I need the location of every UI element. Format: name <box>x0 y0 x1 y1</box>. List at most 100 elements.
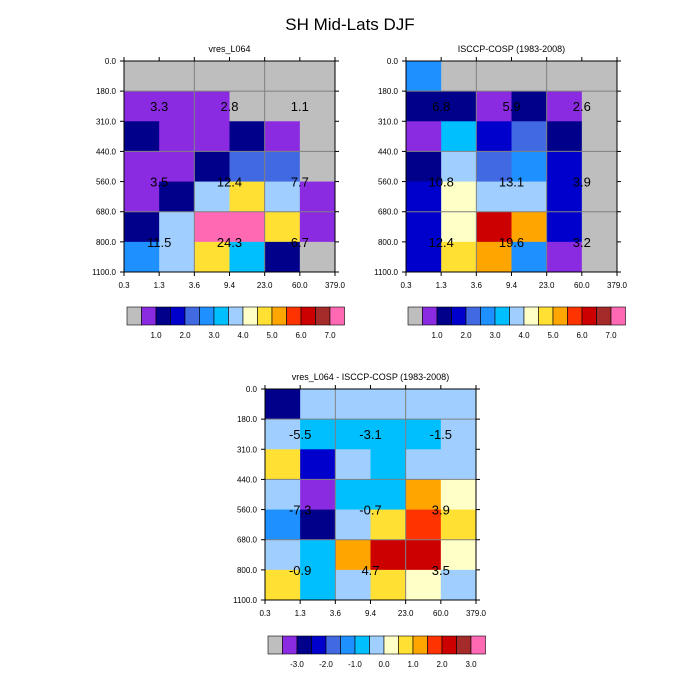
heatmap-cell <box>264 241 301 273</box>
y-tick-label: 440.0 <box>237 475 258 484</box>
colorbar-swatch <box>610 306 626 326</box>
heatmap-cell <box>406 211 442 243</box>
x-tick-label: 1.3 <box>154 281 166 290</box>
heatmap-cell <box>511 61 548 92</box>
block-value-label: 2.6 <box>573 99 591 114</box>
colorbar-swatch <box>567 306 583 326</box>
heatmap-cell <box>229 91 266 122</box>
heatmap-cell <box>194 151 230 183</box>
heatmap-cell <box>511 91 548 122</box>
block-value-label: -5.5 <box>289 427 311 442</box>
heatmap-cell <box>440 389 477 420</box>
colorbar-swatch <box>155 306 171 326</box>
heatmap-cell <box>264 91 301 122</box>
y-tick-label: 560.0 <box>378 178 399 187</box>
colorbar-label: 1.0 <box>431 331 443 340</box>
heatmap-cell <box>335 419 371 450</box>
block-value-label: -0.9 <box>289 563 311 578</box>
x-tick-label: 379.0 <box>607 281 628 290</box>
x-tick-label: 23.0 <box>257 281 273 290</box>
heatmap-cell <box>335 389 371 420</box>
colorbar-swatch <box>325 635 341 655</box>
y-tick-label: 180.0 <box>237 415 258 424</box>
heatmap-cell <box>476 211 512 243</box>
colorbar-swatch <box>596 306 612 326</box>
heatmap-cell <box>546 61 583 92</box>
block-value-label: 3.9 <box>573 175 591 190</box>
heatmap-cell <box>476 61 512 92</box>
heatmap-cell <box>300 419 336 450</box>
heatmap-cell <box>229 241 266 273</box>
heatmap-cell <box>229 211 266 243</box>
colorbar-label: 2.0 <box>179 331 191 340</box>
colorbar-swatch <box>315 306 331 326</box>
heatmap-panel: vres_L064 0.0 180.0 310.0 440.0 560.0 680.0 800… <box>92 44 345 340</box>
block-value-label: -0.7 <box>359 503 381 518</box>
heatmap-cell <box>299 151 336 183</box>
y-tick-label: 310.0 <box>237 445 258 454</box>
heatmap-cell <box>264 211 301 243</box>
heatmap-cell <box>546 91 583 122</box>
y-tick-label: 800.0 <box>378 238 399 247</box>
block-value-label: 3.3 <box>150 99 168 114</box>
heatmap-cell <box>581 241 618 273</box>
heatmap-cell <box>124 151 160 183</box>
heatmap-cell <box>194 181 230 213</box>
colorbar-label: 6.0 <box>576 331 588 340</box>
heatmap-cell <box>476 91 512 122</box>
heatmap-cell <box>406 151 442 183</box>
heatmap-cell <box>581 61 618 92</box>
y-tick-label: 1100.0 <box>374 268 398 277</box>
heatmap-cell <box>546 121 583 152</box>
heatmap-cell <box>406 181 442 213</box>
heatmap-cell <box>370 449 407 480</box>
heatmap-cell <box>300 389 336 420</box>
colorbar-swatch <box>422 306 438 326</box>
heatmap-cell <box>370 509 407 541</box>
colorbar-swatch <box>436 306 452 326</box>
block-value-label: 19.6 <box>499 235 524 250</box>
colorbar-swatch <box>242 306 258 326</box>
heatmap-cell <box>299 91 336 122</box>
heatmap-cell <box>441 121 477 152</box>
y-tick-label: 1100.0 <box>92 268 116 277</box>
heatmap-cell <box>335 479 371 511</box>
y-tick-label: 680.0 <box>96 208 117 217</box>
block-value-label: 11.5 <box>147 235 171 250</box>
heatmap-cell <box>440 449 477 480</box>
heatmap-cell <box>159 181 195 213</box>
heatmap-cell <box>229 181 266 213</box>
block-value-label: 24.3 <box>217 235 242 250</box>
x-tick-label: 0.3 <box>400 281 412 290</box>
block-value-label: 6.8 <box>432 99 450 114</box>
x-tick-label: 1.3 <box>295 609 307 618</box>
colorbar-label: 4.0 <box>518 331 530 340</box>
x-tick-label: 379.0 <box>325 281 346 290</box>
y-tick-label: 0.0 <box>105 57 117 66</box>
heatmap-cell <box>159 61 195 92</box>
heatmap-cell <box>441 151 477 183</box>
heatmap-cell <box>581 91 618 122</box>
heatmap-cell <box>300 449 336 480</box>
heatmap-cell <box>370 479 407 511</box>
heatmap-cell <box>405 569 442 601</box>
heatmap-cell <box>265 539 301 571</box>
heatmap-cell <box>299 211 336 243</box>
x-tick-label: 23.0 <box>539 281 555 290</box>
heatmap-cell <box>265 569 301 601</box>
colorbar-swatch <box>383 635 399 655</box>
y-tick-label: 800.0 <box>96 238 117 247</box>
colorbar-swatch <box>480 306 496 326</box>
heatmap-cell <box>124 91 160 122</box>
block-value-label: 4.7 <box>361 563 379 578</box>
x-tick-label: 9.4 <box>365 609 377 618</box>
heatmap-cell <box>265 479 301 511</box>
y-tick-label: 310.0 <box>96 117 117 126</box>
heatmap-cell <box>405 389 442 420</box>
heatmap-cell <box>406 241 442 273</box>
colorbar-swatch <box>538 306 554 326</box>
colorbar-swatch <box>170 306 186 326</box>
colorbar-label: 3.0 <box>489 331 501 340</box>
colorbar-swatch <box>184 306 200 326</box>
